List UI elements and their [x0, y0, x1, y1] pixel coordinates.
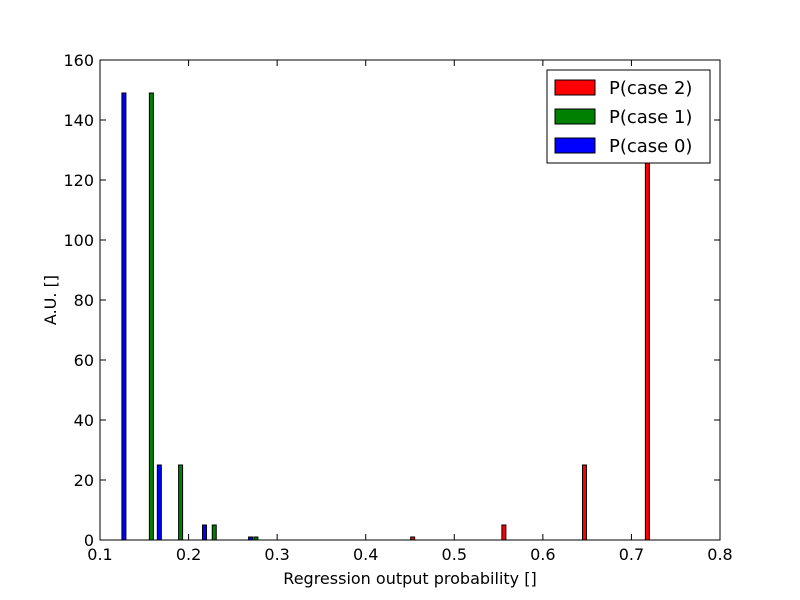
bar-p-case-2-1 [501, 524, 507, 541]
legend-swatch [554, 79, 596, 96]
x-tick-label: 0.5 [442, 545, 467, 564]
y-tick-label: 80 [74, 291, 94, 310]
bar-p-case-1-1 [178, 464, 184, 541]
bar-p-case-1-0 [148, 92, 154, 541]
legend-swatch [554, 108, 596, 125]
x-tick-label: 0.4 [353, 545, 378, 564]
x-tick-label: 0.7 [619, 545, 644, 564]
y-axis-label: A.U. [] [41, 275, 60, 325]
bar-p-case-0-1 [156, 464, 162, 541]
legend-entry-label: P(case 0) [609, 136, 692, 157]
y-tick-label: 120 [63, 171, 94, 190]
x-tick-label: 0.2 [176, 545, 201, 564]
x-tick-label: 0.1 [87, 545, 112, 564]
x-tick-label: 0.3 [264, 545, 289, 564]
x-axis-label: Regression output probability [] [283, 569, 536, 588]
legend: P(case 2) P(case 1) P(case 0) [546, 69, 711, 164]
y-tick-label: 0 [84, 531, 94, 550]
y-tick-label: 40 [74, 411, 94, 430]
legend-entry-label: P(case 1) [609, 107, 692, 128]
y-tick-label: 100 [63, 231, 94, 250]
x-tick-label: 0.6 [530, 545, 555, 564]
bar-p-case-2-2 [581, 464, 587, 541]
bar-p-case-0-0 [121, 92, 127, 541]
bar-p-case-0-2 [202, 524, 208, 541]
bars-layer [121, 92, 650, 541]
legend-swatch [554, 137, 596, 154]
x-tick-label: 0.8 [707, 545, 732, 564]
bar-p-case-1-2 [211, 524, 217, 541]
legend-entry-label: P(case 2) [609, 78, 692, 99]
y-tick-label: 60 [74, 351, 94, 370]
y-tick-label: 160 [63, 51, 94, 70]
ticks-layer: 0.1 0.2 0.3 0.4 0.5 0.6 0.7 0.8 0 20 40 60 80 100 120 1… [63, 51, 732, 564]
y-tick-label: 20 [74, 471, 94, 490]
y-tick-label: 140 [63, 111, 94, 130]
